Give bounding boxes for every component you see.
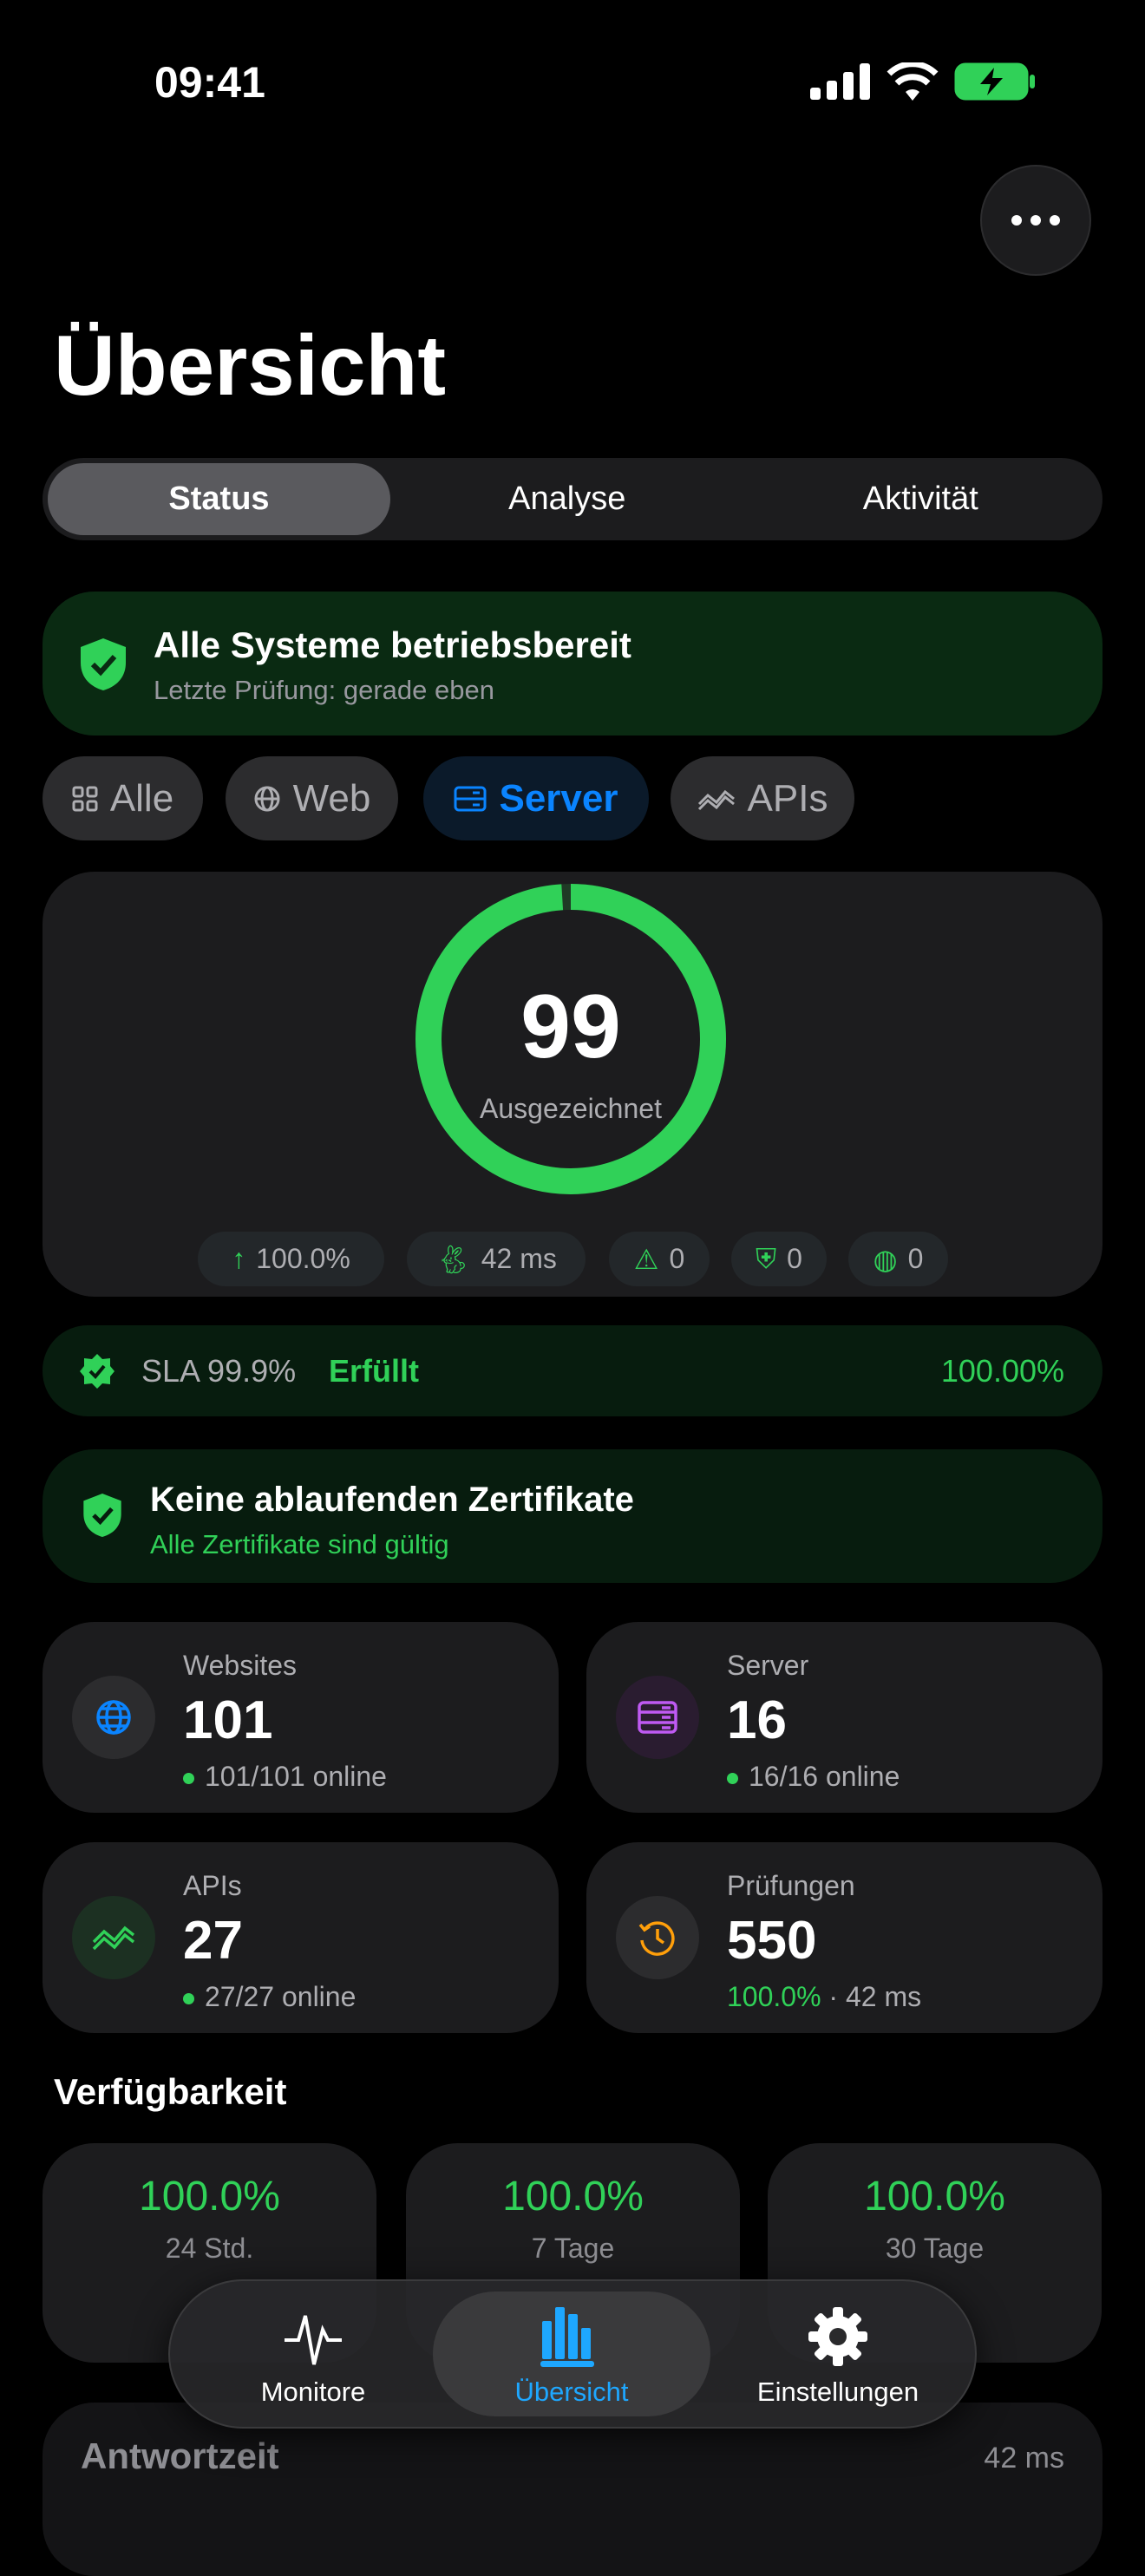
tab-analyse[interactable]: Analyse xyxy=(508,481,626,517)
cert-title: Keine ablaufenden Zertifikate xyxy=(150,1481,634,1519)
stat-sub: 101/101 online xyxy=(205,1761,387,1792)
tab-einstellungen[interactable]: Einstellungen xyxy=(725,2292,951,2416)
stat-sub: 27/27 online xyxy=(205,1981,357,2012)
pill-text: 42 ms xyxy=(481,1243,557,1274)
filter-label: Alle xyxy=(109,776,174,820)
stat-value: 16 xyxy=(727,1690,787,1750)
dns-pill: ◍ 0 xyxy=(848,1232,948,1286)
warnings-pill: ⚠︎ 0 xyxy=(609,1232,710,1286)
stat-value: 27 xyxy=(183,1911,243,1971)
tab-monitore[interactable]: Monitore xyxy=(205,2292,422,2416)
status-time: 09:41 xyxy=(154,58,265,107)
more-button[interactable] xyxy=(980,165,1091,276)
stat-apis[interactable]: APIs 27 27/27 online xyxy=(43,1842,559,2033)
score-label: Ausgezeichnet xyxy=(480,1093,662,1124)
response-value: 42 ms xyxy=(984,2442,1064,2475)
stat-pruefungen[interactable]: Prüfungen 550 100.0% · 42 ms xyxy=(586,1842,1102,2033)
tab-label: Monitore xyxy=(260,2377,366,2407)
sla-state: Erfüllt xyxy=(329,1353,419,1389)
signal-icon xyxy=(810,63,870,100)
filter-label: APIs xyxy=(747,776,828,820)
availability-period: 24 Std. xyxy=(165,2233,254,2264)
stat-label: APIs xyxy=(183,1870,242,1901)
history-icon xyxy=(616,1896,699,1979)
pill-text: 0 xyxy=(787,1243,802,1274)
globe-icon xyxy=(72,1676,155,1759)
tab-status[interactable]: Status xyxy=(48,463,390,535)
chart-bars-icon xyxy=(540,2307,594,2367)
filter-apis[interactable]: APIs xyxy=(671,756,854,840)
score-ring xyxy=(415,884,726,1194)
filter-label: Web xyxy=(292,776,371,820)
globe-icon xyxy=(254,786,280,811)
banner-title: Alle Systeme betriebsbereit xyxy=(154,624,631,665)
tab-aktivitaet[interactable]: Aktivität xyxy=(862,481,978,517)
filter-web[interactable]: Web xyxy=(226,756,398,840)
page-title: Übersicht xyxy=(54,317,447,413)
rabbit-icon: 🐇︎ xyxy=(435,1243,471,1275)
stat-value: 101 xyxy=(183,1690,273,1750)
stat-sub: · 42 ms xyxy=(821,1981,922,2012)
uptime-pill: ↑ 100.0% xyxy=(198,1232,384,1286)
stat-server[interactable]: Server 16 16/16 online xyxy=(586,1622,1102,1813)
server-icon xyxy=(616,1676,699,1759)
pill-text: 0 xyxy=(669,1243,685,1274)
gear-icon xyxy=(808,2307,867,2366)
shield-check-icon xyxy=(81,638,126,690)
filter-server[interactable]: Server xyxy=(423,756,649,840)
pill-text: 100.0% xyxy=(256,1243,350,1274)
status-icons xyxy=(810,62,1036,101)
stat-sub: 16/16 online xyxy=(749,1761,900,1792)
availability-value: 100.0% xyxy=(502,2174,644,2220)
heartbeat-icon xyxy=(285,2315,342,2365)
security-pill: ⛨ 0 xyxy=(731,1232,827,1286)
tab-bar: Monitore Übersicht Einstellungen xyxy=(168,2279,977,2429)
stat-label: Prüfungen xyxy=(727,1870,855,1901)
certificate-card: Keine ablaufenden Zertifikate Alle Zerti… xyxy=(43,1449,1102,1583)
grid-icon xyxy=(72,786,98,811)
filter-alle[interactable]: Alle xyxy=(43,756,203,840)
response-title: Antwortzeit xyxy=(81,2435,279,2476)
stat-label: Server xyxy=(727,1650,809,1681)
sla-card: SLA 99.9% Erfüllt 100.00% xyxy=(43,1325,1102,1416)
sla-value: 100.00% xyxy=(940,1353,1064,1389)
status-banner: Alle Systeme betriebsbereit Letzte Prüfu… xyxy=(43,592,1102,736)
battery-charging-icon xyxy=(954,62,1035,101)
wave-icon xyxy=(72,1896,155,1979)
availability-period: 30 Tage xyxy=(885,2233,985,2264)
stat-label: Websites xyxy=(183,1650,298,1681)
warning-icon: ⚠︎ xyxy=(633,1243,659,1275)
filter-label: Server xyxy=(499,776,618,820)
stat-websites[interactable]: Websites 101 101/101 online xyxy=(43,1622,559,1813)
shield-check-icon xyxy=(83,1494,121,1537)
availability-value: 100.0% xyxy=(864,2174,1005,2220)
score-card: 99 Ausgezeichnet xyxy=(43,872,1102,1297)
score-value: 99 xyxy=(520,977,621,1077)
shield-lock-icon: ⛨ xyxy=(756,1242,777,1274)
globe-badge-icon: ◍ xyxy=(873,1243,898,1275)
availability-value: 100.0% xyxy=(139,2174,280,2220)
cert-subtitle: Alle Zertifikate sind gültig xyxy=(150,1529,449,1559)
wave-icon xyxy=(697,789,735,810)
tab-label: Übersicht xyxy=(514,2377,629,2407)
pill-text: 0 xyxy=(907,1243,924,1274)
tab-uebersicht[interactable]: Übersicht xyxy=(433,2292,710,2416)
score-ring-fill xyxy=(415,884,726,1194)
latency-pill: 🐇︎ 42 ms xyxy=(407,1232,586,1286)
response-time-card: Antwortzeit 42 ms xyxy=(43,2403,1102,2576)
stat-sub-green: 100.0% xyxy=(727,1981,821,2012)
arrow-up-icon: ↑ xyxy=(232,1243,246,1274)
segmented-control: Status Analyse Aktivität xyxy=(43,458,1102,540)
server-icon xyxy=(454,786,487,811)
stat-value: 550 xyxy=(727,1911,817,1971)
availability-heading: Verfügbarkeit xyxy=(54,2071,287,2112)
banner-subtitle: Letzte Prüfung: gerade eben xyxy=(154,675,494,705)
tab-label: Einstellungen xyxy=(756,2377,919,2407)
availability-period: 7 Tage xyxy=(531,2233,615,2264)
wifi-icon xyxy=(887,62,939,101)
seal-check-icon xyxy=(80,1354,114,1389)
sla-label: SLA 99.9% xyxy=(141,1353,297,1389)
